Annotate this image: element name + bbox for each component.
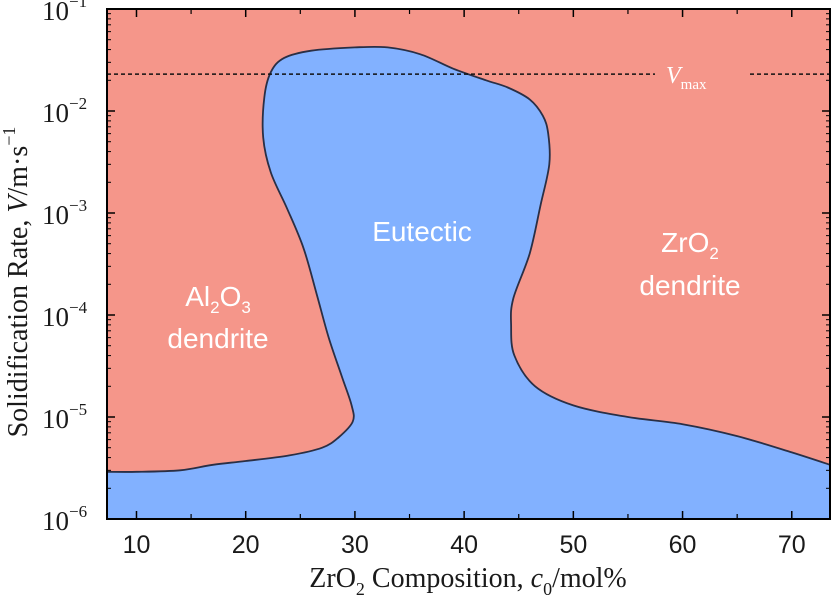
al2o3-label-sub1: 2: [210, 298, 219, 317]
x-axis-label-variable-subscript: 0: [543, 579, 552, 599]
x-axis-label-subscript: 2: [356, 579, 365, 599]
x-tick-label: 50: [559, 531, 587, 559]
y-tick-exponent: −4: [69, 298, 88, 317]
x-axis-label-rest: Composition,: [365, 563, 531, 594]
y-axis-label-variable: V: [3, 193, 34, 213]
eutectic-region: [107, 46, 830, 520]
al2o3-label-al: Al: [185, 281, 210, 312]
x-axis-label-variable: c: [531, 563, 544, 594]
zro2-region-label-line2: dendrite: [639, 270, 740, 301]
x-axis-label-main: ZrO: [309, 563, 356, 594]
al2o3-region-label-line2: dendrite: [167, 323, 268, 354]
al2o3-region-label: Al2O3: [185, 281, 251, 317]
y-tick-label: 10−2: [42, 94, 87, 128]
y-axis-label-unit: /m·s: [3, 146, 34, 196]
x-axis-label: ZrO2 Composition, c0/mol%: [309, 563, 626, 599]
y-axis-label-exponent: −1: [0, 127, 19, 146]
y-tick-exponent: −1: [69, 0, 87, 11]
al2o3-label-sub2: 3: [241, 298, 250, 317]
zro2-label-zro: ZrO: [661, 227, 709, 258]
y-tick-base: 10: [42, 200, 69, 230]
eutectic-boundary-line: [106, 45, 831, 473]
eutectic-region-label: Eutectic: [372, 216, 472, 247]
y-tick-base: 10: [42, 506, 69, 536]
y-tick-label: 10−1: [42, 0, 87, 26]
vmax-subscript: max: [681, 77, 707, 93]
y-tick-exponent: −6: [69, 502, 87, 521]
y-tick-base: 10: [42, 0, 69, 26]
y-tick-exponent: −5: [69, 400, 87, 419]
y-tick-base: 10: [42, 302, 69, 332]
y-tick-label: 10−6: [42, 502, 87, 536]
y-tick-base: 10: [42, 98, 69, 128]
x-axis-label-unit: /mol%: [552, 563, 627, 594]
plot-frame: [106, 8, 831, 520]
y-tick-exponent: −3: [69, 196, 87, 215]
y-tick-label: 10−3: [42, 196, 87, 230]
vmax-label: Vmax: [666, 63, 707, 93]
y-tick-label: 10−5: [42, 400, 87, 434]
x-tick-label: 20: [232, 531, 260, 559]
x-tick-label: 60: [669, 531, 697, 559]
y-axis-label-prefix: Solidification Rate,: [3, 213, 34, 438]
y-tick-exponent: −2: [69, 94, 87, 113]
al2o3-label-o: O: [220, 281, 242, 312]
x-tick-label: 30: [341, 531, 369, 559]
x-tick-label: 40: [450, 531, 478, 559]
vmax-symbol: V: [666, 63, 683, 89]
y-axis-label: Solidification Rate, V/m·s−1: [0, 127, 34, 438]
zro2-label-subscript: 2: [709, 244, 718, 263]
y-tick-base: 10: [42, 404, 69, 434]
x-tick-label: 70: [778, 531, 806, 559]
zro2-region-label: ZrO2: [661, 227, 719, 263]
y-tick-label: 10−4: [42, 298, 88, 332]
x-tick-label: 10: [123, 531, 151, 559]
